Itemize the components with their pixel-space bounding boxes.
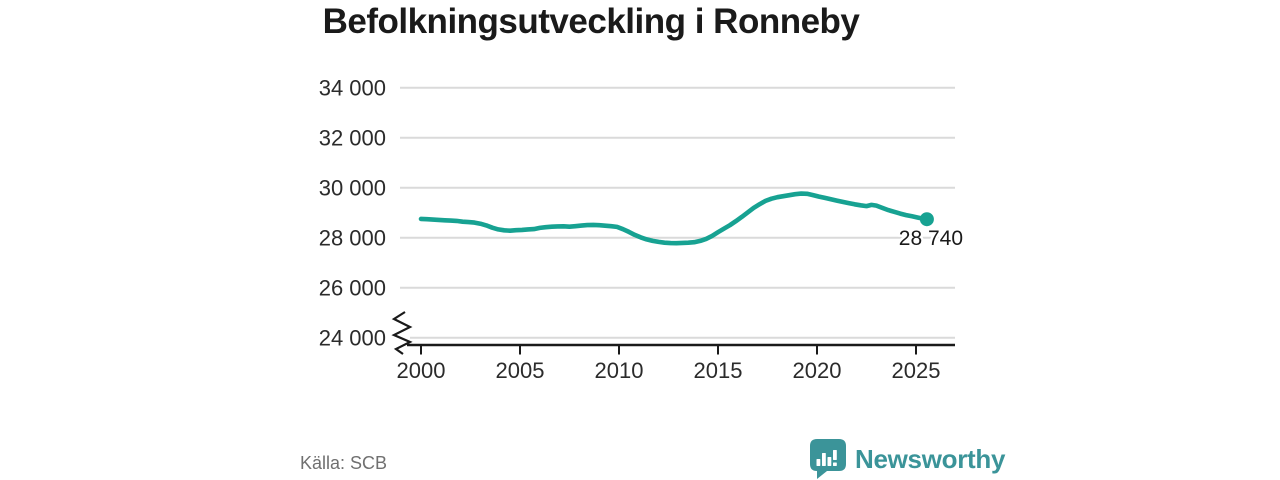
y-axis-label: 30 000	[319, 176, 386, 201]
chart-title: Befolkningsutveckling i Ronneby	[322, 2, 860, 41]
y-axis-label: 26 000	[319, 276, 386, 301]
axis-break-icon	[391, 311, 413, 355]
x-axis-label: 2020	[793, 358, 842, 383]
y-axis-label: 24 000	[319, 326, 386, 351]
source-label: Källa: SCB	[300, 453, 388, 473]
x-axis-label: 2015	[694, 358, 743, 383]
newsworthy-wordmark: Newsworthy	[855, 443, 1006, 474]
latest-point-dot	[919, 212, 934, 227]
y-axis-label: 34 000	[319, 76, 386, 101]
latest-value-label: 28 740	[899, 227, 963, 250]
x-axis-label: 2005	[496, 358, 545, 383]
x-axis-label: 2010	[595, 358, 644, 383]
population-line	[418, 191, 930, 246]
y-axis-label: 28 000	[319, 226, 386, 251]
newsworthy-bar-chart-bubble-icon	[810, 439, 846, 479]
newsworthy-logo: Newsworthy	[810, 439, 1005, 479]
y-axis-label: 32 000	[319, 126, 386, 151]
x-axis-label: 2000	[397, 358, 446, 383]
x-axis-label: 2025	[892, 358, 941, 383]
